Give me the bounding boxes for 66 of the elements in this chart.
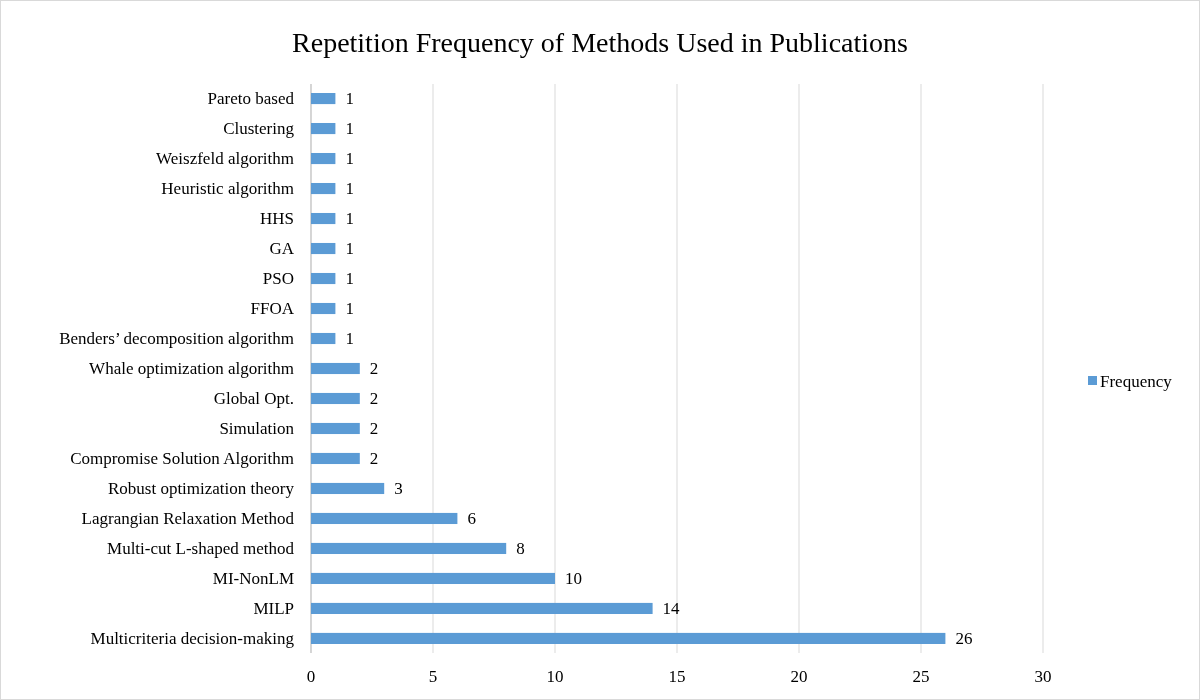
- y-tick-label: Pareto based: [207, 89, 295, 109]
- y-tick-label: MI-NonLM: [212, 569, 294, 589]
- y-tick-label: Simulation: [219, 419, 295, 439]
- y-tick-label: GA: [269, 239, 295, 259]
- bar: [311, 93, 336, 105]
- bar: [311, 242, 336, 255]
- data-label: 26: [955, 629, 973, 649]
- bar: [311, 212, 336, 225]
- x-tick-label: 5: [428, 667, 438, 686]
- x-tick-label: 25: [912, 667, 930, 686]
- x-tick-label: 0: [306, 667, 316, 686]
- data-label: 1: [345, 239, 354, 259]
- y-tick-label: Global Opt.: [213, 389, 294, 409]
- y-tick-label: Benders’ decomposition algorithm: [59, 329, 294, 349]
- bar: [311, 182, 336, 195]
- y-tick-label: PSO: [262, 269, 294, 289]
- bar: [311, 332, 336, 345]
- y-tick-label: Robust optimization theory: [107, 479, 295, 499]
- bar: [311, 602, 653, 615]
- y-tick-label: Weiszfeld algorithm: [156, 149, 294, 169]
- y-tick-label: HHS: [259, 209, 294, 229]
- data-label: 2: [369, 359, 379, 379]
- bar: [311, 452, 360, 465]
- y-tick-label: Whale optimization algorithm: [89, 359, 294, 379]
- x-tick-label: 10: [546, 667, 564, 686]
- x-tick-label: 30: [1034, 667, 1052, 686]
- data-label: 1: [345, 329, 354, 349]
- x-tick-label: 20: [790, 667, 808, 686]
- bar: [311, 272, 336, 285]
- y-tick-label: FFOA: [250, 299, 295, 319]
- y-tick-label: Clustering: [223, 119, 295, 139]
- data-label: 1: [345, 149, 354, 169]
- data-label: 14: [662, 599, 681, 619]
- y-tick-label: Lagrangian Relaxation Method: [81, 509, 295, 529]
- data-label: 2: [369, 449, 379, 469]
- y-tick-label: Heuristic algorithm: [161, 179, 294, 199]
- data-label: 3: [394, 479, 403, 499]
- y-tick-label: Multicriteria decision-making: [90, 629, 295, 649]
- y-tick-label: Multi-cut L-shaped method: [107, 539, 295, 559]
- data-label: 2: [369, 419, 379, 439]
- bar: [311, 512, 458, 525]
- data-label: 6: [467, 509, 476, 529]
- bar: [311, 122, 336, 135]
- bar: [311, 422, 360, 435]
- bar: [311, 632, 946, 644]
- data-label: 2: [369, 389, 379, 409]
- data-label: 1: [345, 179, 354, 199]
- bar: [311, 392, 360, 405]
- data-label: 1: [345, 89, 354, 109]
- data-label: 1: [345, 119, 354, 139]
- bar: [311, 302, 336, 315]
- data-label: 1: [345, 299, 354, 319]
- bar: [311, 152, 336, 165]
- data-label: 1: [345, 269, 354, 289]
- chart-title: Repetition Frequency of Methods Used in Publications: [292, 27, 908, 58]
- bar: [311, 482, 385, 495]
- legend-label: Frequency: [1100, 371, 1173, 391]
- bar: [311, 542, 507, 555]
- data-label: 10: [565, 569, 582, 589]
- y-tick-label: Compromise Solution Algorithm: [70, 449, 294, 469]
- data-label: 1: [345, 209, 354, 229]
- bar: [311, 362, 360, 375]
- y-tick-label: MILP: [253, 599, 294, 619]
- x-tick-label: 15: [668, 667, 686, 686]
- bar: [311, 572, 555, 585]
- data-label: 8: [516, 539, 525, 559]
